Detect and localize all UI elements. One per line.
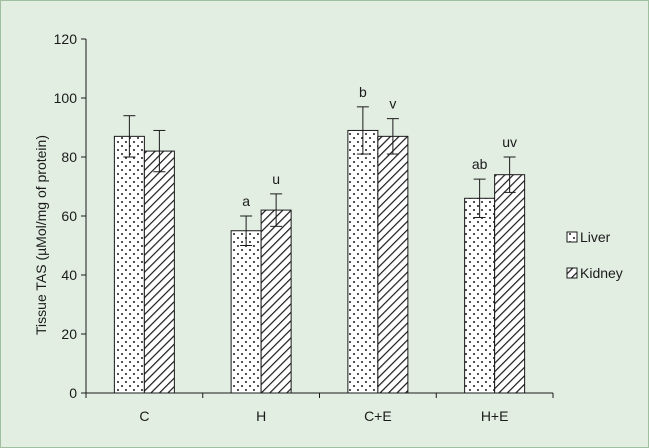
- legend-label-liver: Liver: [580, 229, 611, 245]
- y-axis-label: Tissue TAS (µMol/mg of protein): [33, 135, 49, 335]
- significance-label: ab: [472, 156, 488, 172]
- significance-label: v: [389, 96, 396, 112]
- y-tick-label: 60: [61, 208, 77, 224]
- bar-kidney-h: [260, 209, 292, 394]
- significance-label: a: [242, 193, 250, 209]
- bar-liver-ce: [347, 129, 379, 394]
- bar-liver-h: [230, 230, 262, 394]
- y-tick-label: 0: [69, 385, 77, 401]
- bar-liver-he: [464, 197, 496, 394]
- y-tick-label: 100: [54, 90, 78, 106]
- y-tick-label: 120: [54, 31, 78, 47]
- x-tick-label: H+E: [481, 408, 509, 424]
- y-tick-label: 20: [61, 326, 77, 342]
- y-tick-label: 80: [61, 149, 77, 165]
- significance-label: uv: [502, 134, 517, 150]
- x-tick-label: C: [139, 408, 149, 424]
- significance-label: u: [272, 171, 280, 187]
- x-tick-label: H: [256, 408, 266, 424]
- legend: Liver Kidney: [566, 229, 623, 281]
- bar-kidney-he: [494, 174, 526, 394]
- significance-label: b: [359, 84, 367, 100]
- legend-swatch-liver: [566, 231, 578, 243]
- legend-swatch-kidney: [566, 267, 578, 279]
- bars: [113, 106, 526, 394]
- bar-kidney-c: [143, 150, 175, 394]
- y-tick-label: 40: [61, 267, 77, 283]
- x-tick-label: C+E: [364, 408, 392, 424]
- bar-kidney-ce: [377, 135, 409, 394]
- bar-liver-c: [113, 135, 145, 394]
- legend-label-kidney: Kidney: [580, 265, 623, 281]
